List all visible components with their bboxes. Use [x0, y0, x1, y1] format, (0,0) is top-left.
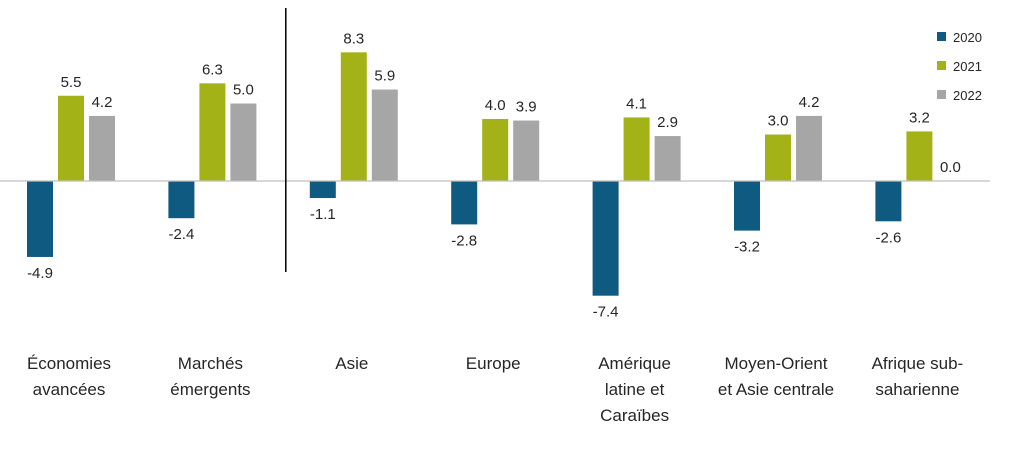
value-label-2020-6: -2.6 [875, 229, 901, 246]
category-label-line: latine et [605, 380, 665, 399]
value-label-2021-5: 3.0 [768, 113, 789, 130]
bar-2020-6 [875, 181, 901, 221]
bar-2022-4 [655, 136, 681, 181]
bar-2020-3 [451, 181, 477, 224]
bar-2021-0 [58, 96, 84, 181]
bar-2021-4 [624, 117, 650, 181]
value-label-2020-2: -1.1 [310, 206, 336, 223]
category-label-5: Moyen-Orient et Asie centrale [718, 354, 834, 399]
value-label-2021-2: 8.3 [343, 30, 364, 47]
value-label-2022-4: 2.9 [657, 114, 678, 131]
value-label-2021-1: 6.3 [202, 61, 223, 78]
category-label-4: Amérique latine et Caraïbes [598, 354, 671, 425]
category-label-line: émergents [170, 380, 250, 399]
value-label-2022-5: 4.2 [799, 94, 820, 111]
bar-2020-5 [734, 181, 760, 231]
value-label-2022-1: 5.0 [233, 82, 254, 99]
value-label-2022-0: 4.2 [92, 94, 113, 111]
category-label-line: Économies [27, 354, 111, 373]
bar-2020-0 [27, 181, 53, 257]
category-label-6: Afrique sub-saharienne [872, 354, 964, 399]
value-label-2021-3: 4.0 [485, 97, 506, 114]
value-label-2022-3: 3.9 [516, 99, 537, 116]
bar-2022-2 [372, 90, 398, 181]
value-label-2022-2: 5.9 [374, 68, 395, 85]
value-label-2020-0: -4.9 [27, 265, 53, 282]
value-label-2020-1: -2.4 [168, 226, 194, 243]
bar-2021-5 [765, 135, 791, 182]
bar-2021-6 [906, 131, 932, 181]
legend-label-2020: 2020 [953, 30, 982, 45]
category-label-line: Moyen-Orient [725, 354, 828, 373]
category-label-line: avancées [33, 380, 106, 399]
value-label-2020-5: -3.2 [734, 239, 760, 256]
value-label-2020-4: -7.4 [593, 304, 619, 321]
value-label-2021-4: 4.1 [626, 95, 647, 112]
legend-label-2022: 2022 [953, 88, 982, 103]
legend-swatch-2021 [937, 61, 946, 70]
chart: -4.9 -2.4 -1.1 -2.8 -7.4 -3.2 -2.6 5.5 6.3 8.3 4.0… [0, 0, 1028, 461]
bar-2021-2 [341, 52, 367, 181]
legend-label-2021: 2021 [953, 59, 982, 74]
value-label-2021-0: 5.5 [61, 74, 82, 91]
category-label-line: Marchés [178, 354, 243, 373]
bar-2021-1 [199, 83, 225, 181]
legend-swatch-2022 [937, 90, 946, 99]
category-label-3: Europe [466, 354, 521, 373]
category-label-line: Asie [335, 354, 368, 373]
value-label-2021-6: 3.2 [909, 109, 930, 126]
category-label-line: saharienne [875, 380, 959, 399]
category-label-line: Europe [466, 354, 521, 373]
category-label-1: Marchés émergents [170, 354, 250, 399]
category-label-2: Asie [335, 354, 368, 373]
bar-2020-2 [310, 181, 336, 198]
category-label-line: Afrique sub- [872, 354, 964, 373]
legend-swatch-2020 [937, 32, 946, 41]
bar-2022-3 [513, 121, 539, 181]
category-label-line: Caraïbes [600, 406, 669, 425]
category-label-0: Économies avancées [27, 354, 111, 399]
bar-2020-1 [168, 181, 194, 218]
bar-2022-1 [230, 104, 256, 182]
value-label-2020-3: -2.8 [451, 232, 477, 249]
category-label-line: et Asie centrale [718, 380, 834, 399]
bar-2021-3 [482, 119, 508, 181]
bar-2022-5 [796, 116, 822, 181]
value-label-2022-6: 0.0 [940, 159, 961, 176]
bar-2022-0 [89, 116, 115, 181]
bar-2020-4 [593, 181, 619, 296]
category-label-line: Amérique [598, 354, 671, 373]
